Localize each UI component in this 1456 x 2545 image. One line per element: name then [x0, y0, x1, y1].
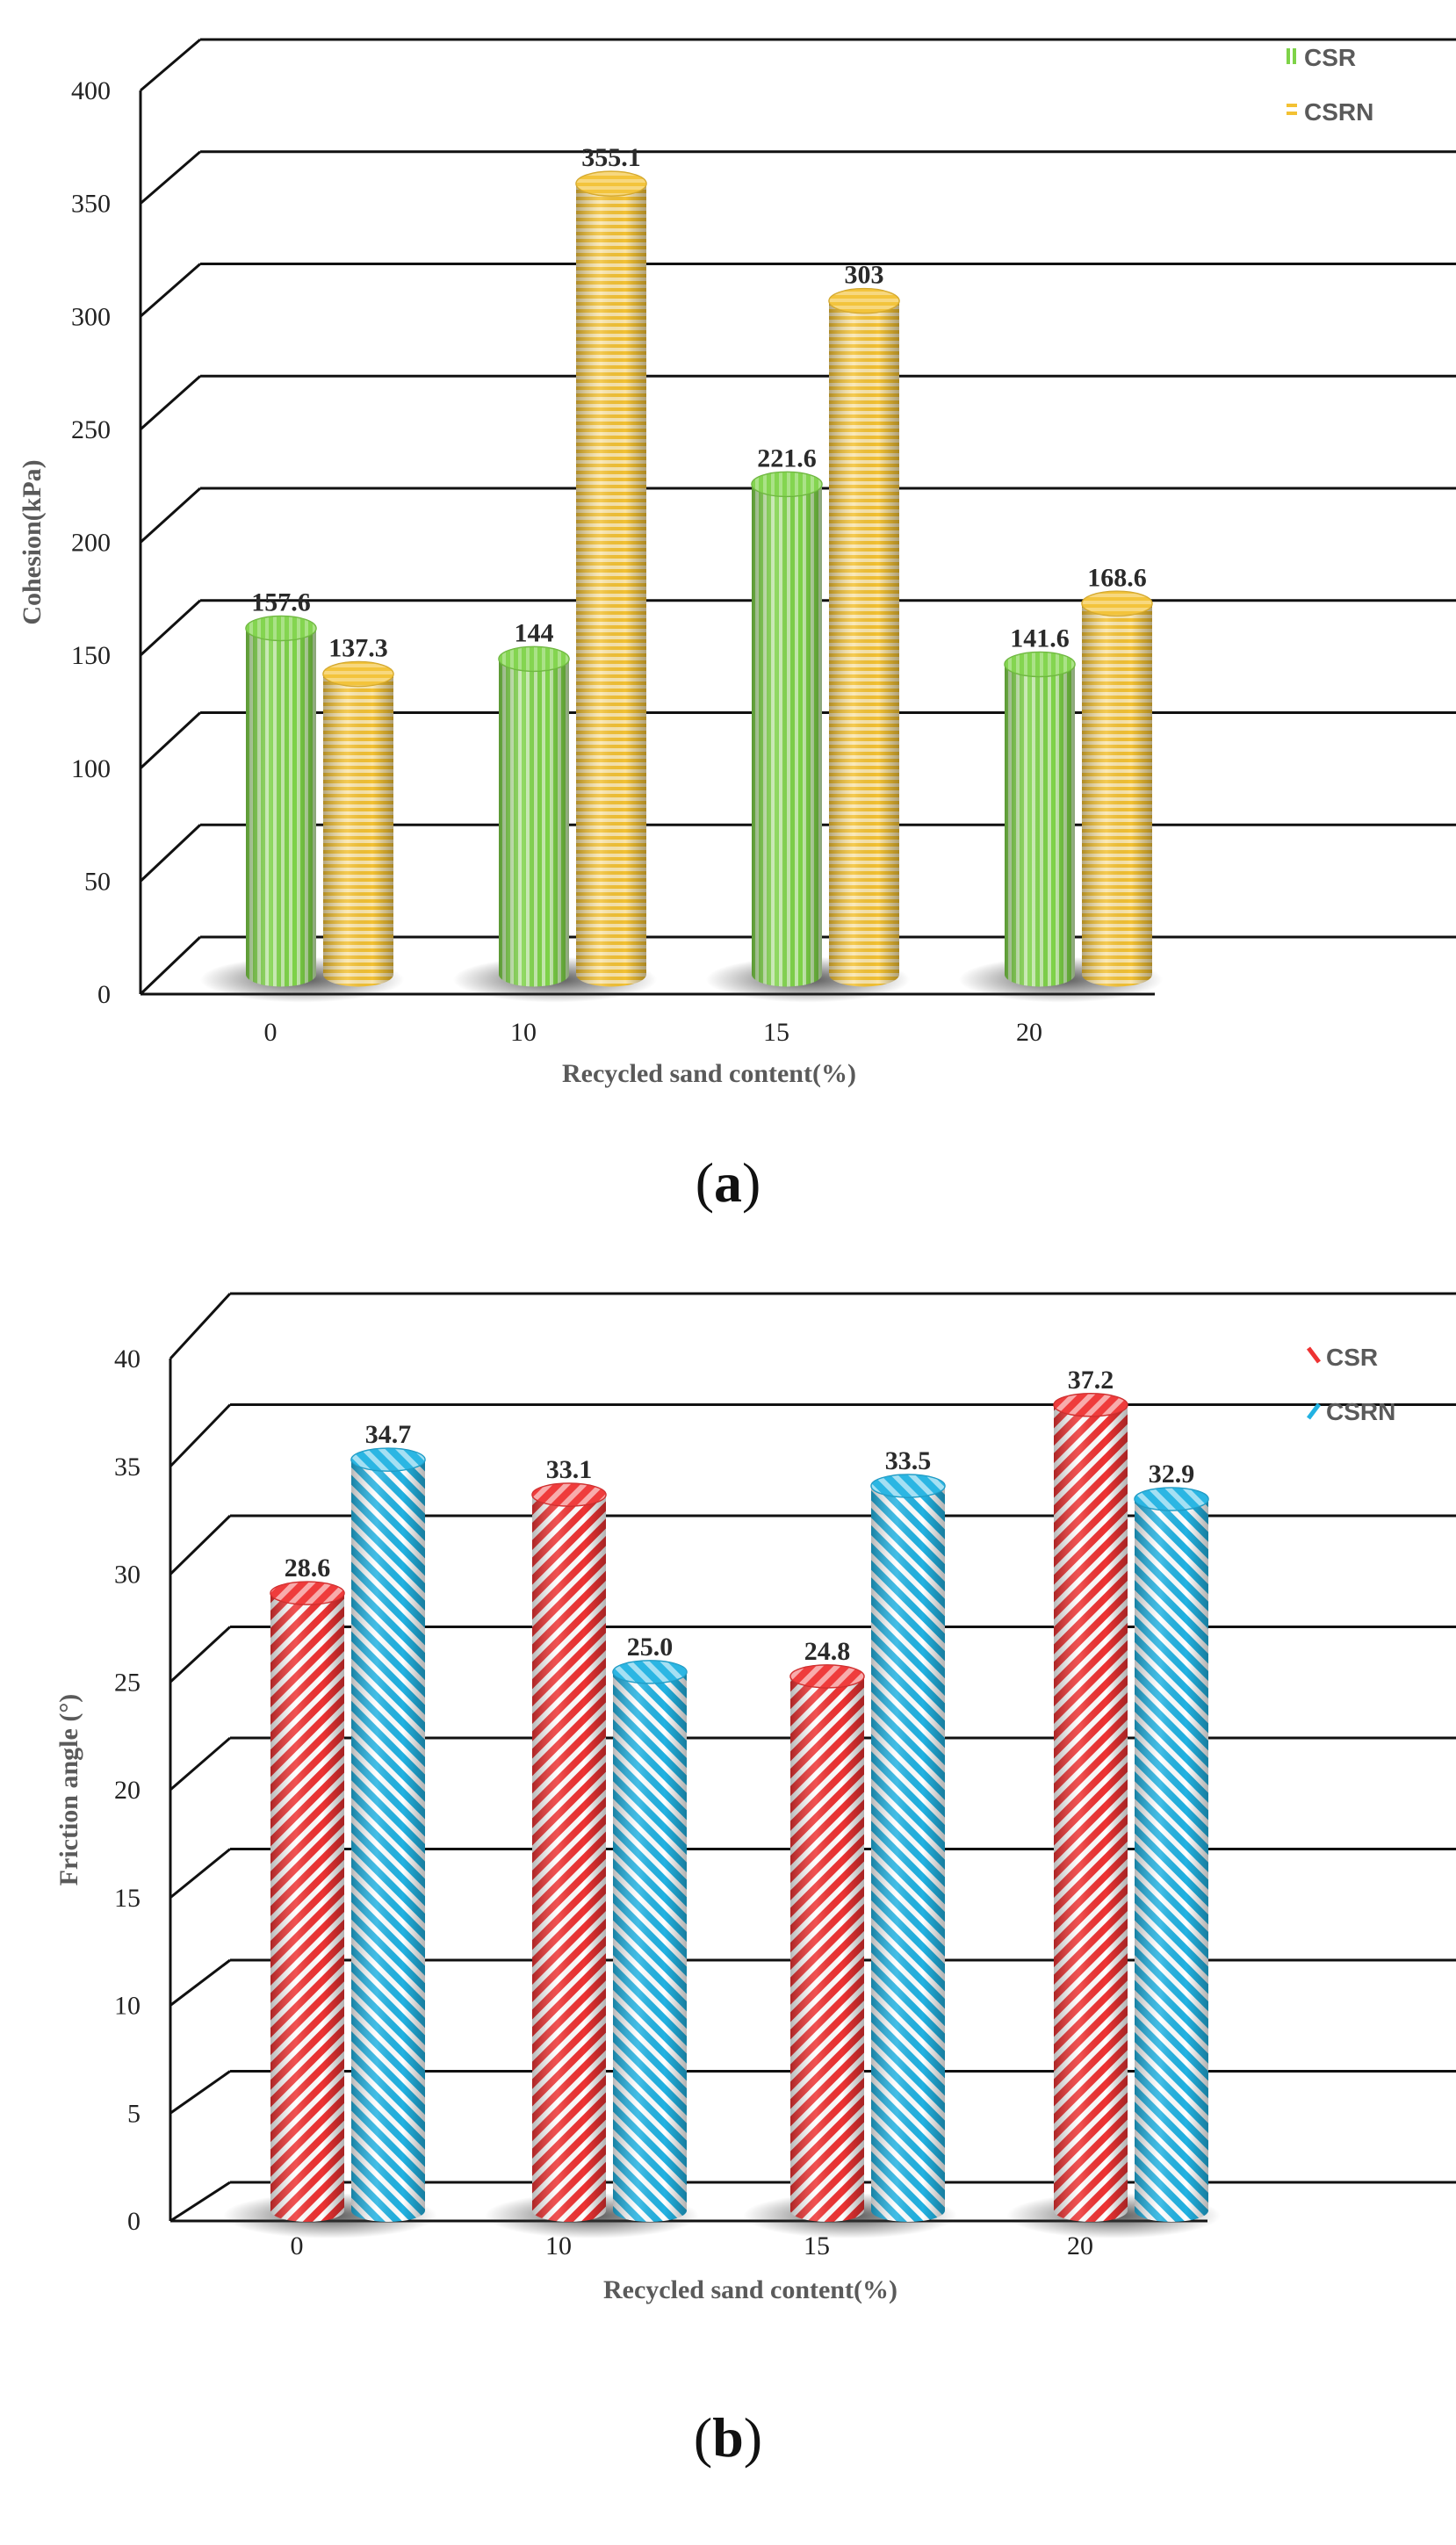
bar-csrn-0: [350, 1447, 426, 2222]
panel-caption-a: (a): [695, 1151, 761, 1214]
x-axis-title: Recycled sand content(%): [603, 2275, 897, 2304]
data-label-csrn-20: 168.6: [1087, 563, 1147, 592]
gridline-connector: [140, 375, 201, 430]
gridline-connector: [169, 1626, 232, 1683]
x-tick-label: 0: [291, 2231, 304, 2260]
y-tick-label: 15: [114, 1884, 141, 1913]
y-tick-label: 25: [114, 1668, 141, 1697]
legend-item-csr: CSR: [1307, 1344, 1378, 1371]
gridline-connector: [169, 2181, 231, 2223]
gridline-connector: [139, 824, 202, 883]
data-label-csrn-10: 25.0: [627, 1633, 674, 1662]
y-tick-label: 250: [71, 415, 111, 444]
data-label-csr-15: 221.6: [757, 443, 817, 472]
data-label-csr-20: 37.2: [1068, 1366, 1114, 1395]
y-tick-label: 10: [114, 1992, 141, 2021]
data-label-csrn-20: 32.9: [1149, 1460, 1195, 1489]
panel-caption-b: (b): [693, 2406, 763, 2469]
legend-item-csrn: CSRN: [1307, 1398, 1395, 1425]
data-label-csr-10: 144: [515, 618, 554, 647]
gridline-connector: [139, 935, 202, 996]
data-label-csr-0: 28.6: [285, 1554, 331, 1583]
bar-csr-0: [245, 615, 317, 987]
data-label-csrn-0: 137.3: [328, 633, 388, 662]
bar-csrn-20: [1081, 590, 1153, 987]
bar-csr-10: [498, 645, 570, 987]
x-tick-label: 10: [510, 1018, 537, 1047]
gridline-connector: [140, 150, 201, 205]
legend-label: CSR: [1326, 1344, 1378, 1371]
y-tick-label: 0: [127, 2207, 141, 2236]
gridline-connector: [169, 1292, 232, 1360]
data-label-csr-15: 24.8: [804, 1637, 851, 1666]
gridline-connector: [139, 599, 202, 657]
x-tick-label: 20: [1016, 1018, 1042, 1047]
bar-csr-0: [270, 1581, 345, 2222]
gridline-connector: [140, 38, 201, 92]
bar-csrn-15: [828, 287, 900, 987]
y-tick-label: 350: [71, 190, 111, 219]
y-axis-title: Cohesion(kPa): [18, 459, 47, 624]
x-tick-label: 0: [264, 1018, 278, 1047]
gridline-connector: [169, 1736, 231, 1792]
cohesion-chart: 0 50 100 150 200 250 300 350 400 0 10 15 20 Recycled …: [18, 38, 1456, 1088]
y-tick-label: 20: [114, 1776, 141, 1805]
gridline-connector: [169, 1848, 231, 1899]
y-tick-label: 300: [71, 302, 111, 331]
y-tick-label: 35: [114, 1453, 141, 1482]
y-tick-label: 200: [71, 529, 111, 558]
bar-csr-15: [789, 1664, 865, 2222]
gridline-connector: [139, 487, 202, 544]
chart-panel-a: 0 50 100 150 200 250 300 350 400 0 10 15 20 Recycled …: [0, 0, 1456, 1272]
data-label-csr-0: 157.6: [251, 588, 311, 616]
y-tick-label: 5: [127, 2099, 141, 2128]
chart-panel-b: 0 5 10 15 20 25 30 35 40 0 10 15 20 Recycled sand con…: [0, 1272, 1456, 2545]
y-tick-label: 150: [71, 641, 111, 670]
y-tick-label: 40: [114, 1345, 141, 1373]
bar-csr-20: [1004, 651, 1076, 987]
y-tick-label: 0: [97, 980, 111, 1009]
legend-item-csr: CSR: [1287, 44, 1356, 71]
y-tick-label: 50: [84, 867, 111, 896]
x-axis-title: Recycled sand content(%): [562, 1059, 856, 1088]
bar-csr-15: [751, 471, 823, 987]
gridline-connector: [169, 1403, 232, 1467]
data-label-csr-20: 141.6: [1010, 624, 1070, 652]
y-tick-label: 400: [71, 76, 111, 105]
bar-csr-20: [1053, 1393, 1128, 2222]
gridline-connector: [140, 263, 201, 318]
gridline-connector: [169, 1514, 232, 1575]
bar-csrn-0: [322, 660, 394, 987]
legend-label: CSR: [1304, 44, 1356, 71]
gridline-connector: [169, 1958, 231, 2007]
data-label-csr-10: 33.1: [546, 1455, 593, 1484]
data-label-csrn-0: 34.7: [365, 1420, 412, 1449]
bar-csrn-10: [612, 1660, 688, 2222]
x-tick-label: 15: [763, 1018, 789, 1047]
legend-label: CSRN: [1326, 1398, 1395, 1425]
gridline-connector: [169, 2070, 231, 2115]
bar-csrn-20: [1134, 1487, 1209, 2222]
y-tick-label: 30: [114, 1561, 141, 1590]
gridline-connector: [139, 711, 202, 769]
data-label-csrn-15: 303: [845, 261, 884, 290]
y-axis-title: Friction angle (°): [54, 1694, 83, 1886]
data-label-csrn-10: 355.1: [581, 143, 641, 172]
bar-csrn-15: [870, 1474, 946, 2222]
bar-csrn-10: [575, 170, 647, 987]
legend-item-csrn: CSRN: [1287, 98, 1373, 126]
data-label-csrn-15: 33.5: [885, 1446, 932, 1475]
bar-csr-10: [531, 1482, 607, 2222]
y-tick-label: 100: [71, 754, 111, 783]
legend-label: CSRN: [1304, 98, 1373, 126]
